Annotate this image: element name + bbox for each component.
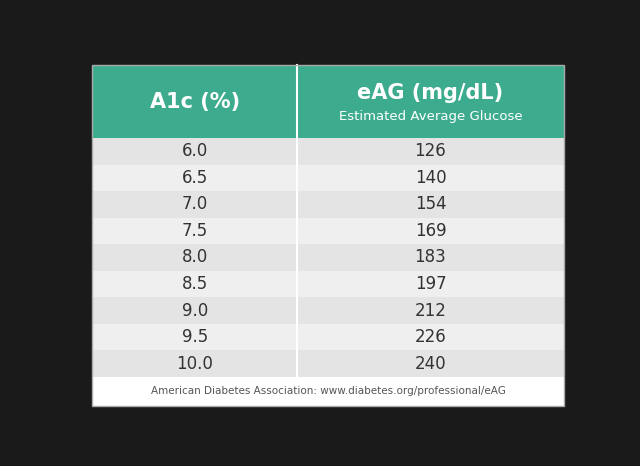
Text: 183: 183 xyxy=(415,248,446,267)
Text: 9.5: 9.5 xyxy=(182,328,208,346)
Text: 212: 212 xyxy=(415,302,447,320)
Bar xyxy=(298,271,564,297)
Bar xyxy=(298,218,564,244)
Text: A1c (%): A1c (%) xyxy=(150,91,240,111)
Text: eAG (mg/dL): eAG (mg/dL) xyxy=(357,83,504,103)
Text: 7.0: 7.0 xyxy=(182,195,208,213)
Text: 6.0: 6.0 xyxy=(182,143,208,160)
Bar xyxy=(92,377,564,406)
Bar xyxy=(92,65,564,138)
Bar xyxy=(92,164,298,191)
Text: 197: 197 xyxy=(415,275,446,293)
Text: 169: 169 xyxy=(415,222,446,240)
Text: 7.5: 7.5 xyxy=(182,222,208,240)
Text: American Diabetes Association: www.diabetes.org/professional/eAG: American Diabetes Association: www.diabe… xyxy=(150,386,506,396)
Bar xyxy=(298,164,564,191)
Bar xyxy=(92,324,298,350)
Bar xyxy=(298,191,564,218)
Bar xyxy=(92,138,298,164)
Bar xyxy=(92,191,298,218)
Text: 140: 140 xyxy=(415,169,446,187)
Text: 126: 126 xyxy=(415,143,446,160)
Text: 226: 226 xyxy=(415,328,446,346)
Bar xyxy=(298,244,564,271)
Text: 9.0: 9.0 xyxy=(182,302,208,320)
Text: Estimated Average Glucose: Estimated Average Glucose xyxy=(339,110,522,123)
Bar xyxy=(92,218,298,244)
Bar xyxy=(298,350,564,377)
Bar xyxy=(92,271,298,297)
Text: 240: 240 xyxy=(415,355,446,372)
Bar xyxy=(92,297,298,324)
Text: 8.0: 8.0 xyxy=(182,248,208,267)
Text: 8.5: 8.5 xyxy=(182,275,208,293)
Bar xyxy=(298,297,564,324)
Text: 154: 154 xyxy=(415,195,446,213)
Bar xyxy=(92,244,298,271)
Text: 6.5: 6.5 xyxy=(182,169,208,187)
Bar xyxy=(298,138,564,164)
Bar xyxy=(92,350,298,377)
Bar xyxy=(298,324,564,350)
Text: 10.0: 10.0 xyxy=(177,355,213,372)
